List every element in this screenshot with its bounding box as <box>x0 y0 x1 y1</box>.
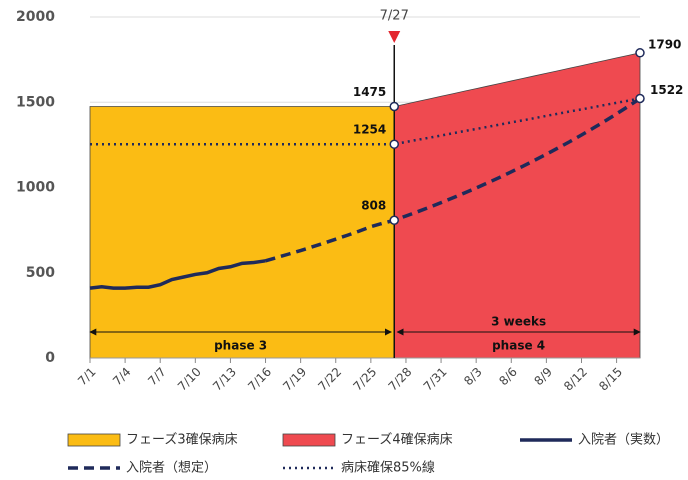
line <box>89 259 266 290</box>
y-tick-label: 1000 <box>16 180 55 196</box>
data-label: 1522 <box>650 83 683 97</box>
legend-label: フェーズ3確保病床 <box>126 432 238 448</box>
x-tick-label: 8/9 <box>531 365 555 389</box>
line <box>265 97 641 263</box>
legend-label: 入院者（想定） <box>126 460 217 476</box>
data-label: 1254 <box>353 123 386 137</box>
data-label: 808 <box>361 199 386 213</box>
x-tick-label: 7/25 <box>350 365 379 394</box>
x-tick-label: 8/3 <box>461 365 485 389</box>
x-tick-label: 7/22 <box>315 365 344 394</box>
annotation: 3 weeks <box>491 315 546 329</box>
point <box>389 139 400 149</box>
legend-swatch <box>67 433 121 447</box>
annotation: phase 4 <box>492 339 545 353</box>
area <box>393 52 641 359</box>
point <box>635 48 645 58</box>
x-tick-label: 7/19 <box>280 365 309 394</box>
x-tick-label: 7/28 <box>386 365 415 394</box>
point <box>635 93 645 104</box>
x-tick-label: 7/31 <box>421 365 450 394</box>
marker-triangle <box>388 31 401 43</box>
point <box>389 215 400 225</box>
legend-label: フェーズ4確保病床 <box>341 432 453 448</box>
x-tick-label: 7/1 <box>75 365 99 389</box>
x-tick-label: 8/15 <box>596 365 625 394</box>
y-tick-label: 500 <box>26 265 55 281</box>
y-tick-label: 2000 <box>16 9 55 25</box>
x-tick-label: 7/16 <box>245 365 274 394</box>
legend-swatch <box>282 433 336 447</box>
data-label: 1790 <box>648 37 681 51</box>
area <box>89 106 395 359</box>
data-label: 1475 <box>353 85 386 99</box>
y-tick-label: 1500 <box>16 94 55 110</box>
marker-label: 7/27 <box>380 9 409 24</box>
legend-label: 入院者（実数） <box>578 432 669 448</box>
line <box>90 97 641 146</box>
x-tick-label: 8/6 <box>496 365 520 389</box>
x-tick-label: 7/7 <box>145 365 169 389</box>
legend-label: 病床確保85%線 <box>341 460 435 476</box>
x-tick-label: 7/4 <box>110 365 134 389</box>
x-tick-label: 7/13 <box>210 365 239 394</box>
y-tick-label: 0 <box>45 350 55 366</box>
point <box>389 101 400 112</box>
x-tick-label: 7/10 <box>175 365 204 394</box>
x-tick-label: 8/12 <box>561 365 590 394</box>
annotation: phase 3 <box>214 339 267 353</box>
